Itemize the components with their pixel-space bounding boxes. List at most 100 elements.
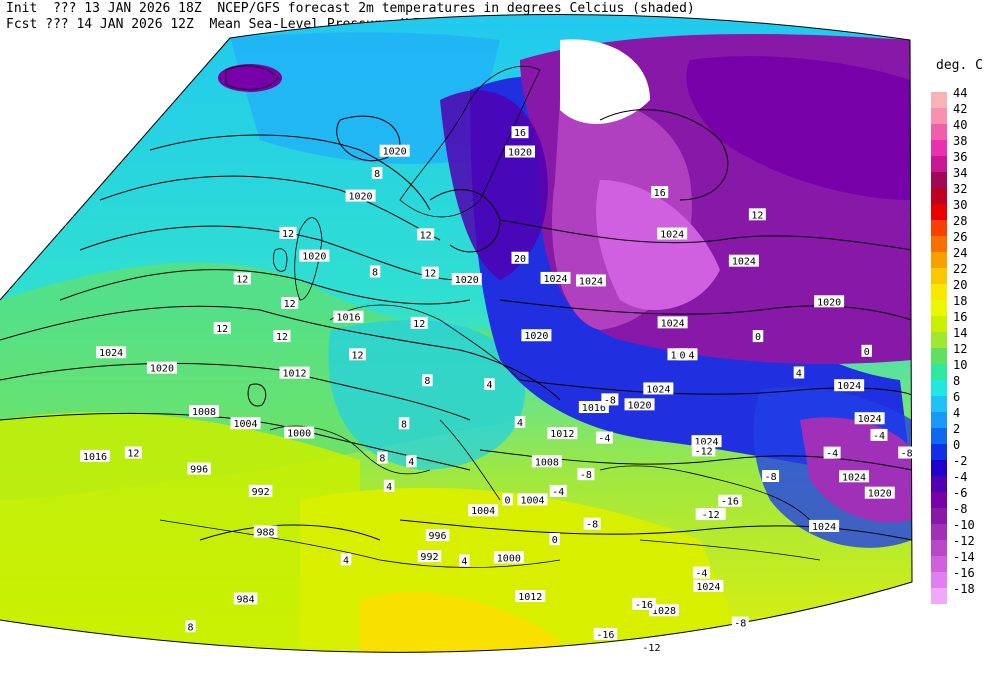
pressure-label: 1024 bbox=[858, 414, 882, 425]
temperature-label-bg bbox=[369, 265, 381, 278]
temperature-label: 16 bbox=[514, 128, 526, 139]
legend-label: 32 bbox=[953, 182, 967, 196]
pressure-label: 1000 bbox=[497, 553, 521, 564]
temperature-label-bg bbox=[273, 330, 291, 343]
pressure-label: 1020 bbox=[628, 400, 652, 411]
pressure-label: 1016 bbox=[336, 313, 360, 324]
legend-swatch bbox=[931, 268, 947, 284]
pressure-label-bg bbox=[648, 604, 679, 617]
legend-swatch bbox=[931, 380, 947, 396]
legend-swatch bbox=[931, 492, 947, 508]
pressure-label-bg bbox=[624, 398, 655, 411]
temperature-label-bg bbox=[349, 348, 367, 361]
pressure-label-bg bbox=[279, 366, 310, 379]
pressure-label: 1024 bbox=[842, 472, 866, 483]
pressure-label-bg bbox=[493, 551, 524, 564]
legend-swatch bbox=[931, 556, 947, 572]
legend-label: -10 bbox=[953, 518, 975, 532]
init-time: Init ??? 13 JAN 2026 18Z bbox=[6, 1, 202, 16]
legend-label: -14 bbox=[953, 550, 975, 564]
temperature-label: -4 bbox=[873, 431, 885, 442]
pressure-label: 1012 bbox=[550, 429, 574, 440]
pressure-label: 1024 bbox=[812, 522, 836, 533]
legend-label: 40 bbox=[953, 118, 967, 132]
temperature-label-bg bbox=[484, 378, 495, 391]
legend-swatch bbox=[931, 412, 947, 428]
temperature-label: 8 bbox=[379, 454, 385, 465]
pressure-label-bg bbox=[814, 295, 845, 308]
pressure-label: 1024 bbox=[99, 348, 123, 359]
temperature-label: 20 bbox=[514, 254, 526, 265]
pressure-label-bg bbox=[834, 379, 865, 392]
pressure-label-bg bbox=[248, 484, 273, 497]
pressure-label-bg bbox=[230, 417, 261, 430]
pressure-label: 1020 bbox=[349, 192, 373, 203]
coastlines bbox=[159, 65, 821, 568]
temperature-label: -4 bbox=[695, 569, 707, 580]
legend-label: 16 bbox=[953, 310, 967, 324]
temperature-label-bg bbox=[213, 321, 231, 334]
pressure-label-bg bbox=[728, 254, 759, 267]
legend-label: 0 bbox=[953, 438, 960, 452]
legend-swatch bbox=[931, 92, 947, 108]
temperature-label-bg bbox=[124, 446, 142, 459]
legend-label: 38 bbox=[953, 134, 967, 148]
legend-swatch bbox=[931, 428, 947, 444]
pressure-label-bg bbox=[333, 310, 364, 323]
legend-label: 22 bbox=[953, 262, 967, 276]
legend-label: 2 bbox=[953, 422, 960, 436]
legend-label: -2 bbox=[953, 454, 967, 468]
pressure-label-bg bbox=[864, 486, 895, 499]
temperature-label-bg bbox=[601, 393, 619, 406]
temperature-label: 0 bbox=[552, 535, 558, 546]
temperature-label: 4 bbox=[517, 418, 523, 429]
temperature-label: 12 bbox=[276, 332, 288, 343]
pressure-label: 1024 bbox=[837, 381, 861, 392]
legend-label: 14 bbox=[953, 326, 967, 340]
temperature-label: 16 bbox=[654, 188, 666, 199]
temperature-label-bg bbox=[692, 566, 710, 579]
legend-label: 26 bbox=[953, 230, 967, 244]
pressure-label: 1020 bbox=[302, 252, 326, 263]
temperature-label-bg bbox=[406, 455, 417, 468]
title-temperature: NCEP/GFS forecast 2m temperatures in deg… bbox=[217, 1, 695, 16]
temperature-label: 8 bbox=[188, 622, 194, 633]
legend-label: 28 bbox=[953, 214, 967, 228]
pressure-label: 1020 bbox=[383, 147, 407, 158]
legend-label: -12 bbox=[953, 534, 975, 548]
pressure-label-bg bbox=[657, 316, 688, 329]
temperature-label-bg bbox=[371, 166, 383, 179]
pressure-label-bg bbox=[451, 272, 482, 285]
pressure-label-bg bbox=[575, 274, 606, 287]
temperature-label-bg bbox=[752, 330, 764, 343]
pressure-label-bg bbox=[189, 405, 220, 418]
pressure-label-bg bbox=[521, 329, 552, 342]
legend-label: -4 bbox=[953, 470, 967, 484]
legend-swatch bbox=[931, 444, 947, 460]
pressure-label-bg bbox=[547, 427, 578, 440]
temperature-label-bg bbox=[593, 627, 618, 640]
temperature-label-bg bbox=[185, 620, 196, 633]
legend-swatch bbox=[931, 572, 947, 588]
temperature-label-bg bbox=[748, 208, 766, 221]
legend-swatch bbox=[931, 204, 947, 220]
temperature-label-bg bbox=[731, 616, 749, 629]
temperature-label: 12 bbox=[413, 319, 425, 330]
temperature-label: -8 bbox=[765, 472, 777, 483]
legend-label: 10 bbox=[953, 358, 967, 372]
temperature-label: -8 bbox=[734, 619, 746, 630]
legend-swatch bbox=[931, 188, 947, 204]
temperature-label: 12 bbox=[236, 274, 248, 285]
pressure-label-bg bbox=[417, 550, 442, 563]
legend-label: -6 bbox=[953, 486, 967, 500]
legend-swatch bbox=[931, 524, 947, 540]
temperature-label-bg bbox=[823, 446, 841, 459]
temperature-label-bg bbox=[762, 470, 780, 483]
legend-swatch bbox=[931, 508, 947, 524]
temperature-label: 12 bbox=[282, 229, 294, 240]
temperature-label: -12 bbox=[695, 446, 713, 457]
temperature-label: 0 bbox=[504, 495, 510, 506]
pressure-label-bg bbox=[505, 145, 535, 158]
